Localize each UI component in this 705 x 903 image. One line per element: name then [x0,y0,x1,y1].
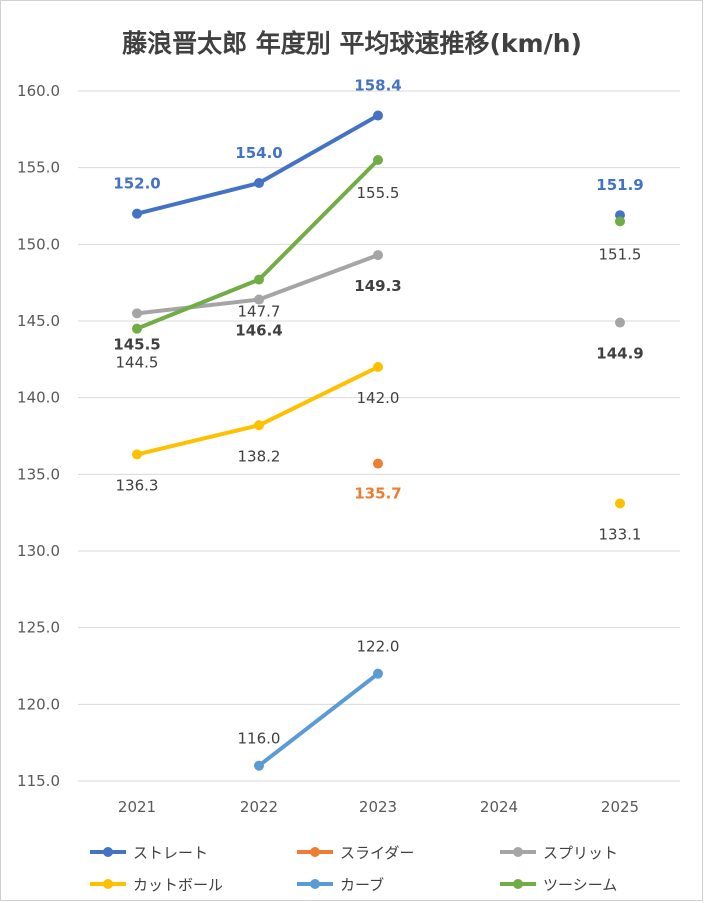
data-label: 151.9 [596,176,643,194]
data-label: 142.0 [357,389,400,407]
legend-item: カットボール [90,876,223,894]
y-tick-label: 150.0 [17,235,60,253]
legend-marker [310,879,320,889]
y-tick-label: 120.0 [17,695,60,713]
legend-label: ストレート [133,844,208,862]
data-label: 136.3 [116,476,159,494]
data-point [373,110,383,121]
data-point [254,178,264,188]
legend-label: スプリット [543,844,618,862]
legend-item: スプリット [500,844,618,862]
y-tick-label: 160.0 [17,82,60,100]
y-tick-label: 130.0 [17,542,60,560]
legend-marker [513,847,523,857]
x-tick-label: 2025 [601,798,639,816]
data-point [132,308,142,319]
legend-item: ツーシーム [500,876,617,894]
data-label: 146.4 [235,322,282,340]
data-point [373,458,383,469]
data-point [373,362,383,372]
legend-marker [310,847,320,857]
data-point [615,317,625,328]
x-tick-label: 2022 [240,798,278,816]
legend-item: ストレート [90,844,208,862]
y-tick-label: 125.0 [17,619,60,637]
y-tick-label: 145.0 [17,312,60,330]
data-label: 158.4 [354,77,401,95]
legend-label: カーブ [340,876,384,894]
data-label: 133.1 [599,525,642,543]
data-label: 138.2 [238,447,281,465]
legend-label: カットボール [133,876,223,894]
data-point [132,449,142,460]
legend-label: スライダー [340,844,414,862]
data-labels: 152.0 154.0 158.4 151.9 135.7 145.5 146.4 149.3… [113,77,643,748]
data-point [373,250,383,261]
data-point [254,274,264,285]
legend-marker [513,879,523,889]
y-tick-label: 115.0 [17,772,60,790]
legend-label: ツーシーム [543,876,617,894]
y-tick-label: 155.0 [17,159,60,177]
gridlines [78,90,680,782]
data-label: 149.3 [354,277,401,295]
data-point [254,294,264,305]
data-point [373,668,383,679]
data-label: 154.0 [235,144,282,162]
data-label: 144.9 [596,345,643,363]
data-label: 144.5 [116,354,159,372]
series-line [136,365,379,457]
data-point [615,498,625,509]
x-tick-label: 2023 [359,798,397,816]
legend-marker [103,847,113,857]
y-tick-label: 140.0 [17,389,60,407]
data-label: 147.7 [238,303,281,321]
data-label: 122.0 [357,638,400,656]
legend-item: カーブ [297,876,384,894]
data-point [132,208,142,219]
data-label: 151.5 [599,245,642,263]
x-axis-ticks: 2021 2022 2023 2024 2025 [118,798,639,816]
y-axis-ticks: 160.0 155.0 150.0 145.0 140.0 135.0 130.0 125.0… [17,82,60,790]
data-label: 135.7 [354,485,401,503]
data-label: 145.5 [113,335,160,353]
data-point [254,420,264,431]
data-label: 116.0 [238,730,281,748]
series-group [132,110,625,771]
x-tick-label: 2021 [118,798,156,816]
data-label: 155.5 [357,184,400,202]
data-label: 152.0 [113,175,160,193]
y-tick-label: 135.0 [17,465,60,483]
x-tick-label: 2024 [480,798,518,816]
data-point [615,216,625,227]
series-line [257,672,380,768]
data-point [254,760,264,771]
legend-marker [103,879,113,889]
data-point [132,323,142,334]
chart-title: 藤浪晋太郎 年度別 平均球速推移(km/h) [122,29,582,58]
legend-item: スライダー [297,844,414,862]
data-point [373,155,383,165]
